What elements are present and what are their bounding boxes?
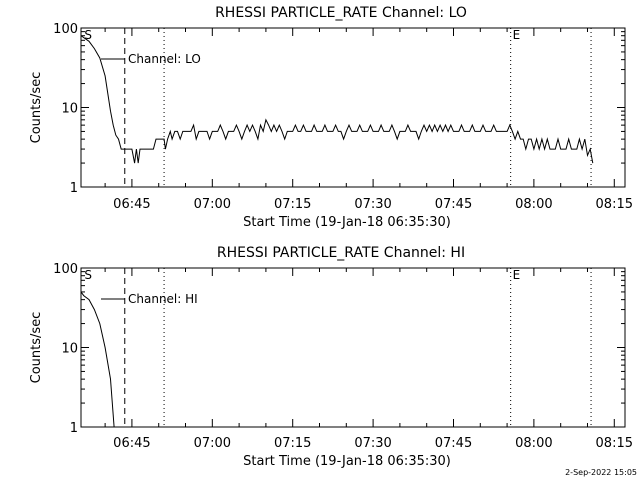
y-tick-label: 1: [70, 421, 78, 436]
marker-label: S: [84, 28, 92, 42]
marker-label: E: [513, 268, 521, 282]
x-axis-label: Start Time (19-Jan-18 06:35:30): [243, 454, 451, 469]
x-tick-label: 07:45: [435, 197, 472, 212]
y-axis-label: Counts/sec: [29, 72, 44, 144]
x-tick-label: 07:15: [274, 436, 311, 451]
y-axis-label: Counts/sec: [29, 312, 44, 384]
chart-panel-hi: RHESSI PARTICLE_RATE Channel: HI 1 10 100 06…: [29, 245, 633, 469]
x-tick-label: 07:00: [194, 197, 231, 212]
legend-label: Channel: HI: [128, 292, 198, 306]
x-tick-label: 07:30: [354, 197, 391, 212]
legend-label: Channel: LO: [128, 52, 201, 66]
x-tick-label: 08:15: [596, 436, 633, 451]
x-tick-label: 08:00: [515, 436, 552, 451]
x-tick-label: 07:15: [274, 197, 311, 212]
y-tick-label: 100: [53, 262, 78, 277]
x-tick-label: 08:00: [515, 197, 552, 212]
x-tick-label: 06:45: [113, 436, 150, 451]
marker-label: S: [84, 268, 92, 282]
y-tick-label: 10: [61, 342, 78, 357]
marker-label: E: [513, 28, 521, 42]
y-tick-label: 100: [53, 22, 78, 37]
series-line: [81, 291, 115, 427]
x-tick-label: 07:45: [435, 436, 472, 451]
x-tick-label: 08:15: [596, 197, 633, 212]
x-axis-label: Start Time (19-Jan-18 06:35:30): [243, 215, 451, 230]
chart-title: RHESSI PARTICLE_RATE Channel: HI: [217, 245, 465, 261]
chart-title: RHESSI PARTICLE_RATE Channel: LO: [215, 5, 467, 21]
y-tick-label: 10: [61, 102, 78, 117]
x-tick-label: 06:45: [113, 197, 150, 212]
footer-timestamp: 2-Sep-2022 15:05: [565, 468, 637, 477]
x-tick-label: 07:00: [194, 436, 231, 451]
chart-panel-lo: RHESSI PARTICLE_RATE Channel: LO 1 10 100 06…: [29, 5, 633, 230]
x-tick-label: 07:30: [354, 436, 391, 451]
series-line: [81, 35, 594, 164]
y-tick-label: 1: [70, 181, 78, 196]
